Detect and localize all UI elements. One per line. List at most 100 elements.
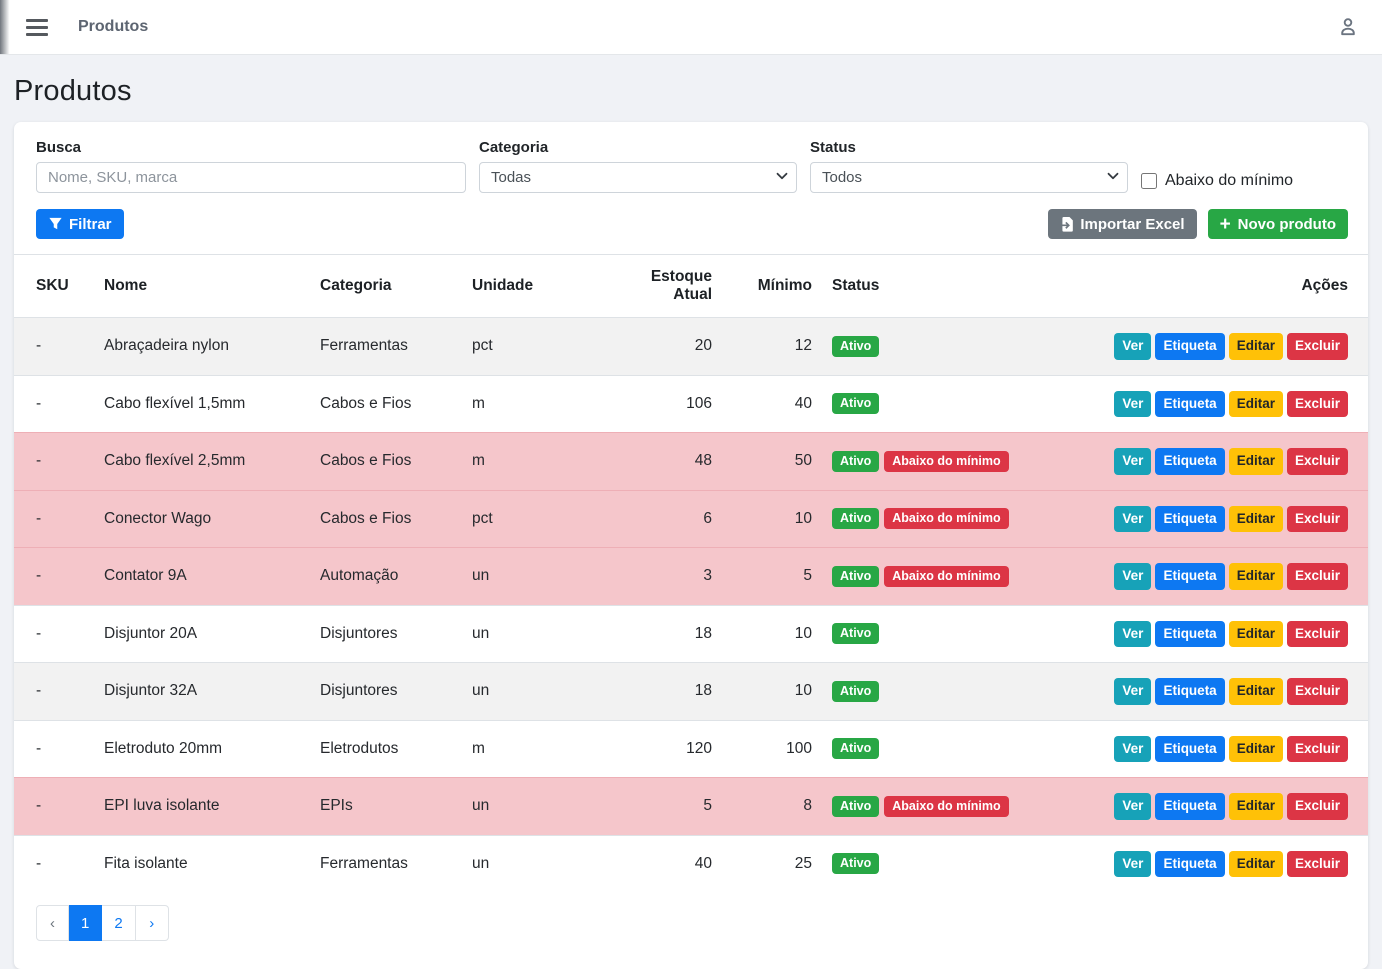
- editar-button[interactable]: Editar: [1228, 563, 1283, 590]
- table-row: - Eletroduto 20mm Eletrodutos m 120 100 …: [14, 719, 1368, 778]
- etiqueta-button[interactable]: Etiqueta: [1155, 850, 1225, 878]
- etiqueta-button[interactable]: Etiqueta: [1155, 620, 1225, 648]
- importar-excel-button[interactable]: Importar Excel: [1048, 209, 1197, 239]
- ver-button[interactable]: Ver: [1114, 390, 1152, 418]
- status-badge-ativo: Ativo: [832, 680, 880, 702]
- col-header-acoes: Ações: [1083, 254, 1368, 318]
- cell-unidade: un: [462, 777, 612, 836]
- cell-minimo: 10: [722, 489, 822, 548]
- categoria-label: Categoria: [479, 139, 549, 156]
- cell-nome: Cabo flexível 1,5mm: [94, 374, 310, 433]
- cell-acoes: Ver Etiqueta Editar Excluir: [1083, 547, 1368, 606]
- cell-acoes: Ver Etiqueta Editar Excluir: [1083, 374, 1368, 433]
- etiqueta-button[interactable]: Etiqueta: [1155, 735, 1225, 763]
- cell-nome: Abraçadeira nylon: [104, 337, 229, 355]
- status-badge-ativo: Ativo: [832, 738, 880, 760]
- editar-button[interactable]: Editar: [1228, 390, 1283, 418]
- col-header-estoque: Estoque Atual: [612, 254, 722, 318]
- ver-button[interactable]: Ver: [1114, 620, 1152, 648]
- etiqueta-button[interactable]: Etiqueta: [1155, 793, 1225, 820]
- cell-nome: Contator 9A: [94, 547, 310, 606]
- abaixo-minimo-checkbox[interactable]: [1141, 172, 1157, 189]
- editar-button[interactable]: Editar: [1228, 678, 1283, 705]
- novo-produto-button[interactable]: + Novo produto: [1207, 209, 1348, 239]
- col-header-minimo: Mínimo: [722, 254, 822, 318]
- ver-button[interactable]: Ver: [1114, 678, 1152, 705]
- categoria-select[interactable]: Todas: [479, 162, 797, 193]
- cell-acoes: Ver Etiqueta Editar Excluir: [1083, 432, 1368, 491]
- cell-status: Ativo Abaixo do mínimo: [822, 432, 1083, 491]
- filters-row: Busca Categoria Todas Status Todos: [14, 122, 1368, 193]
- search-input[interactable]: [36, 162, 466, 193]
- cell-categoria: Disjuntores: [310, 604, 462, 663]
- etiqueta-button[interactable]: Etiqueta: [1155, 678, 1225, 705]
- cell-categoria: Eletrodutos: [310, 719, 462, 778]
- editar-button[interactable]: Editar: [1228, 505, 1283, 533]
- etiqueta-button[interactable]: Etiqueta: [1155, 448, 1225, 475]
- excluir-button[interactable]: Excluir: [1286, 850, 1348, 878]
- cell-acoes: Ver Etiqueta Editar Excluir: [1083, 604, 1368, 663]
- editar-button[interactable]: Editar: [1228, 793, 1283, 820]
- editar-button[interactable]: Editar: [1228, 850, 1283, 878]
- cell-nome: Disjuntor 32A: [94, 662, 310, 721]
- cell-unidade: m: [462, 374, 612, 433]
- excluir-button[interactable]: Excluir: [1286, 448, 1348, 475]
- col-header-categoria: Categoria: [310, 254, 462, 318]
- ver-button[interactable]: Ver: [1114, 793, 1152, 820]
- filtrar-button[interactable]: Filtrar: [36, 209, 124, 239]
- editar-button[interactable]: Editar: [1228, 735, 1283, 763]
- plus-icon: +: [1219, 213, 1231, 235]
- excluir-button[interactable]: Excluir: [1286, 735, 1348, 763]
- navbar-brand[interactable]: Produtos: [78, 18, 149, 35]
- etiqueta-button[interactable]: Etiqueta: [1155, 563, 1225, 590]
- cell-unidade: un: [462, 662, 612, 721]
- menu-toggle-icon[interactable]: [26, 18, 48, 36]
- cell-sku: -: [14, 662, 94, 721]
- table-row: - Fita isolante Ferramentas un 40 25 Ati…: [14, 834, 1368, 893]
- table-row: - Disjuntor 20A Disjuntores un 18 10 Ati…: [14, 604, 1368, 663]
- ver-button[interactable]: Ver: [1114, 850, 1152, 878]
- cell-sku: -: [14, 604, 94, 663]
- table-row: - Abraçadeira nylon Ferramentas pct 20 1…: [14, 317, 1368, 376]
- table-row: - Conector Wago Cabos e Fios pct 6 10 At…: [14, 489, 1368, 548]
- excluir-button[interactable]: Excluir: [1286, 333, 1348, 360]
- cell-sku: -: [14, 489, 94, 548]
- badge-abaixo-minimo: Abaixo do mínimo: [884, 795, 1009, 817]
- ver-button[interactable]: Ver: [1114, 448, 1152, 475]
- editar-button[interactable]: Editar: [1228, 620, 1283, 648]
- excluir-button[interactable]: Excluir: [1286, 678, 1348, 705]
- ver-button[interactable]: Ver: [1114, 333, 1152, 360]
- editar-button[interactable]: Editar: [1228, 333, 1283, 360]
- excluir-button[interactable]: Excluir: [1286, 390, 1348, 418]
- etiqueta-button[interactable]: Etiqueta: [1155, 333, 1225, 360]
- ver-button[interactable]: Ver: [1114, 505, 1152, 533]
- cell-nome: Cabo flexível 2,5mm: [94, 432, 310, 491]
- col-header-nome: Nome: [94, 254, 310, 318]
- person-icon: [1341, 18, 1355, 36]
- status-badge-ativo: Ativo: [832, 853, 880, 875]
- ver-button[interactable]: Ver: [1114, 563, 1152, 590]
- status-select[interactable]: Todos: [810, 162, 1128, 193]
- cell-estoque: 106: [612, 374, 722, 433]
- etiqueta-button[interactable]: Etiqueta: [1155, 390, 1225, 418]
- pagination-next[interactable]: ›: [135, 905, 169, 942]
- pagination-page-2[interactable]: 2: [102, 905, 136, 942]
- badge-abaixo-minimo: Abaixo do mínimo: [884, 565, 1009, 587]
- cell-estoque: 40: [612, 834, 722, 893]
- abaixo-minimo-checkbox-label[interactable]: Abaixo do mínimo: [1165, 171, 1294, 189]
- editar-button[interactable]: Editar: [1228, 448, 1283, 475]
- excluir-button[interactable]: Excluir: [1286, 563, 1348, 590]
- cell-status: Ativo: [822, 834, 1083, 893]
- table-row: - Contator 9A Automação un 3 5 Ativo Abai…: [14, 547, 1368, 606]
- etiqueta-button[interactable]: Etiqueta: [1155, 505, 1225, 533]
- cell-categoria: Cabos e Fios: [310, 374, 462, 433]
- excluir-button[interactable]: Excluir: [1286, 793, 1348, 820]
- excluir-button[interactable]: Excluir: [1286, 505, 1348, 533]
- pagination-prev[interactable]: ‹: [36, 905, 69, 942]
- pagination-page-1[interactable]: 1: [69, 905, 103, 942]
- page-title: Produtos: [14, 75, 132, 107]
- user-menu-button[interactable]: [1336, 15, 1360, 39]
- ver-button[interactable]: Ver: [1114, 735, 1152, 763]
- excluir-button[interactable]: Excluir: [1286, 620, 1348, 648]
- cell-minimo: 12: [794, 337, 812, 355]
